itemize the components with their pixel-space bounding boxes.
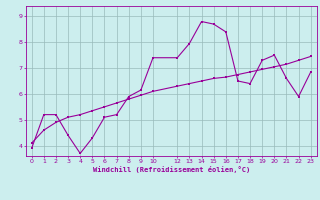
X-axis label: Windchill (Refroidissement éolien,°C): Windchill (Refroidissement éolien,°C)	[92, 166, 250, 173]
